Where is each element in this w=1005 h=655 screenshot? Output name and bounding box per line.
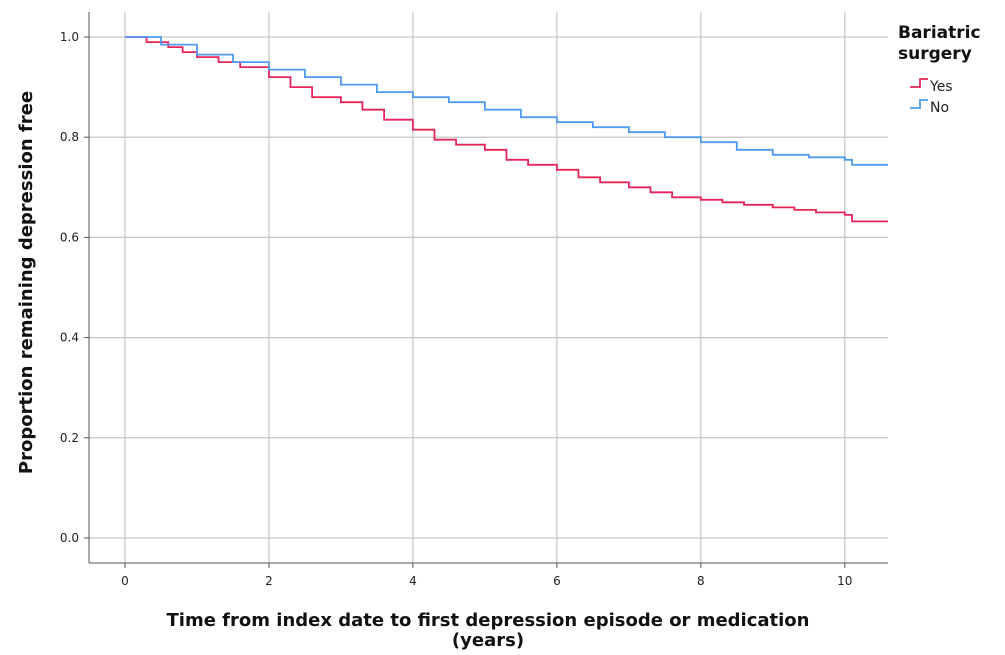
x-tick-label: 2 — [265, 574, 273, 588]
x-tick-label: 4 — [409, 574, 417, 588]
x-tick-label: 6 — [553, 574, 561, 588]
series-lines — [125, 36, 888, 223]
axis-titles: Time from index date to first depression… — [16, 91, 810, 651]
x-axis-title: Time from index date to first depression… — [167, 610, 810, 631]
grid-lines — [89, 12, 888, 563]
y-tick-label: 0.0 — [60, 531, 79, 545]
legend-title: Bariatric — [898, 23, 981, 43]
series-line-no — [125, 36, 888, 166]
tick-labels: 0 2 4 6 8 10 0.0 0.2 0.4 0.6 0.8 1.0 — [60, 30, 853, 588]
x-tick-label: 10 — [837, 574, 852, 588]
legend-swatch-no — [910, 99, 928, 109]
legend-label-no: No — [930, 100, 949, 116]
y-tick-label: 1.0 — [60, 30, 79, 44]
y-tick-label: 0.4 — [60, 331, 79, 345]
y-axis-title: Proportion remaining depression free — [16, 91, 37, 474]
y-tick-label: 0.6 — [60, 230, 79, 244]
x-axis-title: (years) — [452, 630, 524, 651]
legend-title: surgery — [898, 44, 972, 64]
legend-label-yes: Yes — [929, 79, 953, 95]
y-tick-label: 0.8 — [60, 130, 79, 144]
legend-swatch-yes — [910, 78, 928, 88]
y-tick-label: 0.2 — [60, 431, 79, 445]
x-tick-label: 8 — [697, 574, 705, 588]
series-line-yes — [125, 36, 888, 223]
x-tick-label: 0 — [121, 574, 129, 588]
axes — [84, 12, 888, 568]
